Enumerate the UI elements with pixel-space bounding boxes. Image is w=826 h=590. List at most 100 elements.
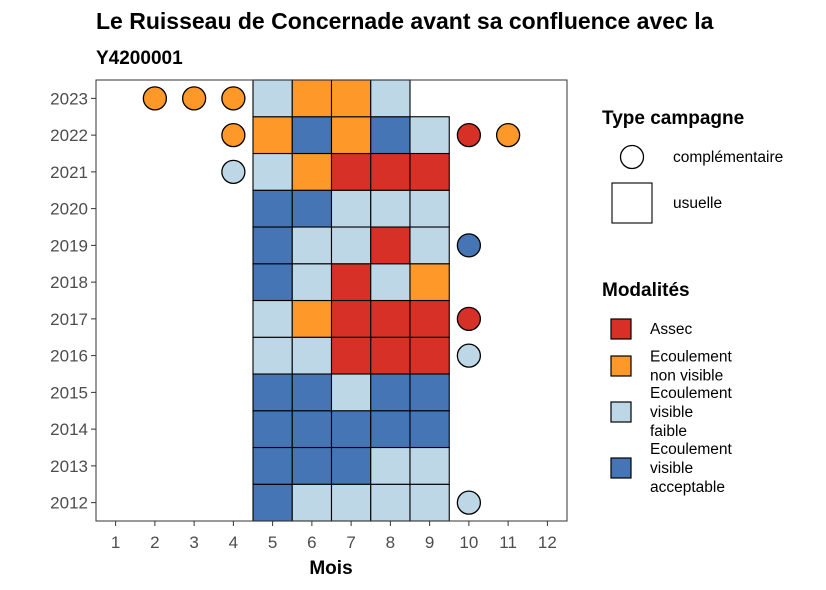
tile-2016-9 (409, 336, 450, 375)
legend-label-usuelle: usuelle (673, 195, 722, 212)
tile-2017-8 (370, 299, 411, 338)
x-axis-title: Mois (309, 558, 352, 579)
tile-2022-5 (252, 116, 293, 155)
tile-2021-9 (409, 152, 450, 191)
tile-2018-5 (252, 263, 293, 302)
legend-key-complementaire (619, 144, 645, 170)
point-2022-11 (495, 122, 521, 148)
tile-2013-5 (252, 446, 293, 485)
tile-2020-7 (330, 189, 372, 228)
tile-2019-9 (409, 226, 450, 265)
tile-2023-8 (370, 79, 411, 118)
tile-2021-5 (252, 152, 293, 191)
point-2016-10 (456, 343, 482, 368)
tile-2021-8 (370, 152, 411, 191)
tile-2020-6 (291, 189, 333, 228)
tile-2015-6 (291, 373, 333, 412)
tile-2012-7 (330, 483, 372, 522)
point-2022-4 (221, 122, 246, 148)
tile-2021-6 (291, 152, 333, 191)
tile-2019-5 (252, 226, 293, 265)
legend-label-ecoul_non_visible: Ecoulement non visible (650, 349, 733, 385)
tile-2020-5 (252, 189, 293, 228)
tile-2013-6 (291, 446, 333, 485)
tile-2014-9 (409, 410, 450, 449)
tile-2013-8 (370, 446, 411, 485)
tile-2014-8 (370, 410, 411, 449)
y-tick-label-2018: 2018 (50, 273, 88, 292)
point-2017-10 (456, 306, 482, 332)
legend-key-usuelle (611, 182, 653, 224)
legend-type-title: Type campagne (602, 108, 744, 129)
tile-2018-6 (291, 263, 333, 302)
legend-swatch-assec (610, 318, 632, 340)
y-tick-label-2023: 2023 (50, 89, 88, 108)
tile-2015-5 (252, 373, 293, 412)
legend-modalites-title: Modalités (602, 280, 690, 301)
tile-2022-6 (291, 116, 333, 155)
x-tick-label-1: 1 (111, 533, 120, 552)
y-tick-label-2021: 2021 (50, 163, 88, 182)
tile-2022-9 (409, 116, 450, 155)
legend-swatch-ecoul_visible_acceptable (610, 457, 632, 479)
y-tick-label-2016: 2016 (50, 347, 88, 366)
x-tick-label-11: 11 (499, 533, 517, 552)
tile-2023-6 (291, 79, 333, 118)
y-tick-label-2014: 2014 (50, 420, 88, 439)
point-2021-4 (221, 159, 246, 185)
tile-2017-7 (330, 299, 372, 338)
legend-modalites: Modalités Assec Ecoulement non visibleEcoul… (602, 280, 733, 496)
tile-2012-9 (409, 483, 450, 522)
tile-2014-7 (330, 410, 372, 449)
x-tick-label-12: 12 (538, 533, 557, 552)
x-tick-label-3: 3 (189, 533, 198, 552)
y-tick-label-2020: 2020 (50, 200, 88, 219)
point-2023-2 (142, 86, 168, 111)
x-tick-label-5: 5 (268, 533, 277, 552)
legend-label-complementaire: complémentaire (673, 149, 783, 166)
x-tick-label-8: 8 (386, 533, 395, 552)
tile-2019-7 (330, 226, 372, 265)
plot-border (95, 79, 568, 522)
chart-subtitle: Y4200001 (96, 48, 183, 69)
legend-label-assec: Assec (650, 321, 692, 338)
x-tick-label-6: 6 (307, 533, 316, 552)
tile-2012-6 (291, 483, 333, 522)
tile-2022-7 (330, 116, 372, 155)
tile-2014-5 (252, 410, 293, 449)
point-2023-4 (221, 86, 246, 111)
legend-type-campagne: Type campagne complémentaire usuelle (602, 108, 783, 224)
tile-2012-5 (252, 483, 293, 522)
chart-title: Le Ruisseau de Concernade avant sa confl… (96, 8, 714, 34)
tile-2017-6 (291, 299, 333, 338)
y-tick-label-2019: 2019 (50, 236, 88, 255)
x-tick-label-4: 4 (229, 533, 238, 552)
legend-swatch-ecoul_visible_faible (610, 401, 632, 423)
tile-2013-9 (409, 446, 450, 485)
tile-2016-8 (370, 336, 411, 375)
y-tick-label-2017: 2017 (50, 310, 88, 329)
y-tick-label-2012: 2012 (50, 494, 88, 513)
point-2019-10 (456, 233, 482, 258)
y-tick-label-2013: 2013 (50, 457, 88, 476)
tile-2016-6 (291, 336, 333, 375)
legend-label-ecoul_visible_faible: Ecoulement visible faible (650, 385, 733, 440)
tile-2018-7 (330, 263, 372, 302)
tile-2023-5 (252, 79, 293, 118)
tile-2018-8 (370, 263, 411, 302)
tile-2015-7 (330, 373, 372, 412)
point-2022-10 (456, 122, 482, 148)
x-tick-label-7: 7 (346, 533, 355, 552)
point-2012-10 (456, 490, 482, 515)
tile-2012-8 (370, 483, 411, 522)
tile-2019-8 (370, 226, 411, 265)
x-axis: 1 2 3 4 5 6 7 8 9 10 11 12 (111, 521, 557, 552)
tile-2020-8 (370, 189, 411, 228)
tile-2023-7 (330, 79, 372, 118)
x-tick-label-2: 2 (150, 533, 159, 552)
y-tick-label-2015: 2015 (50, 383, 88, 402)
tile-2017-5 (252, 299, 293, 338)
tile-2017-9 (409, 299, 450, 338)
tile-2018-9 (409, 263, 450, 302)
tile-2021-7 (330, 152, 372, 191)
